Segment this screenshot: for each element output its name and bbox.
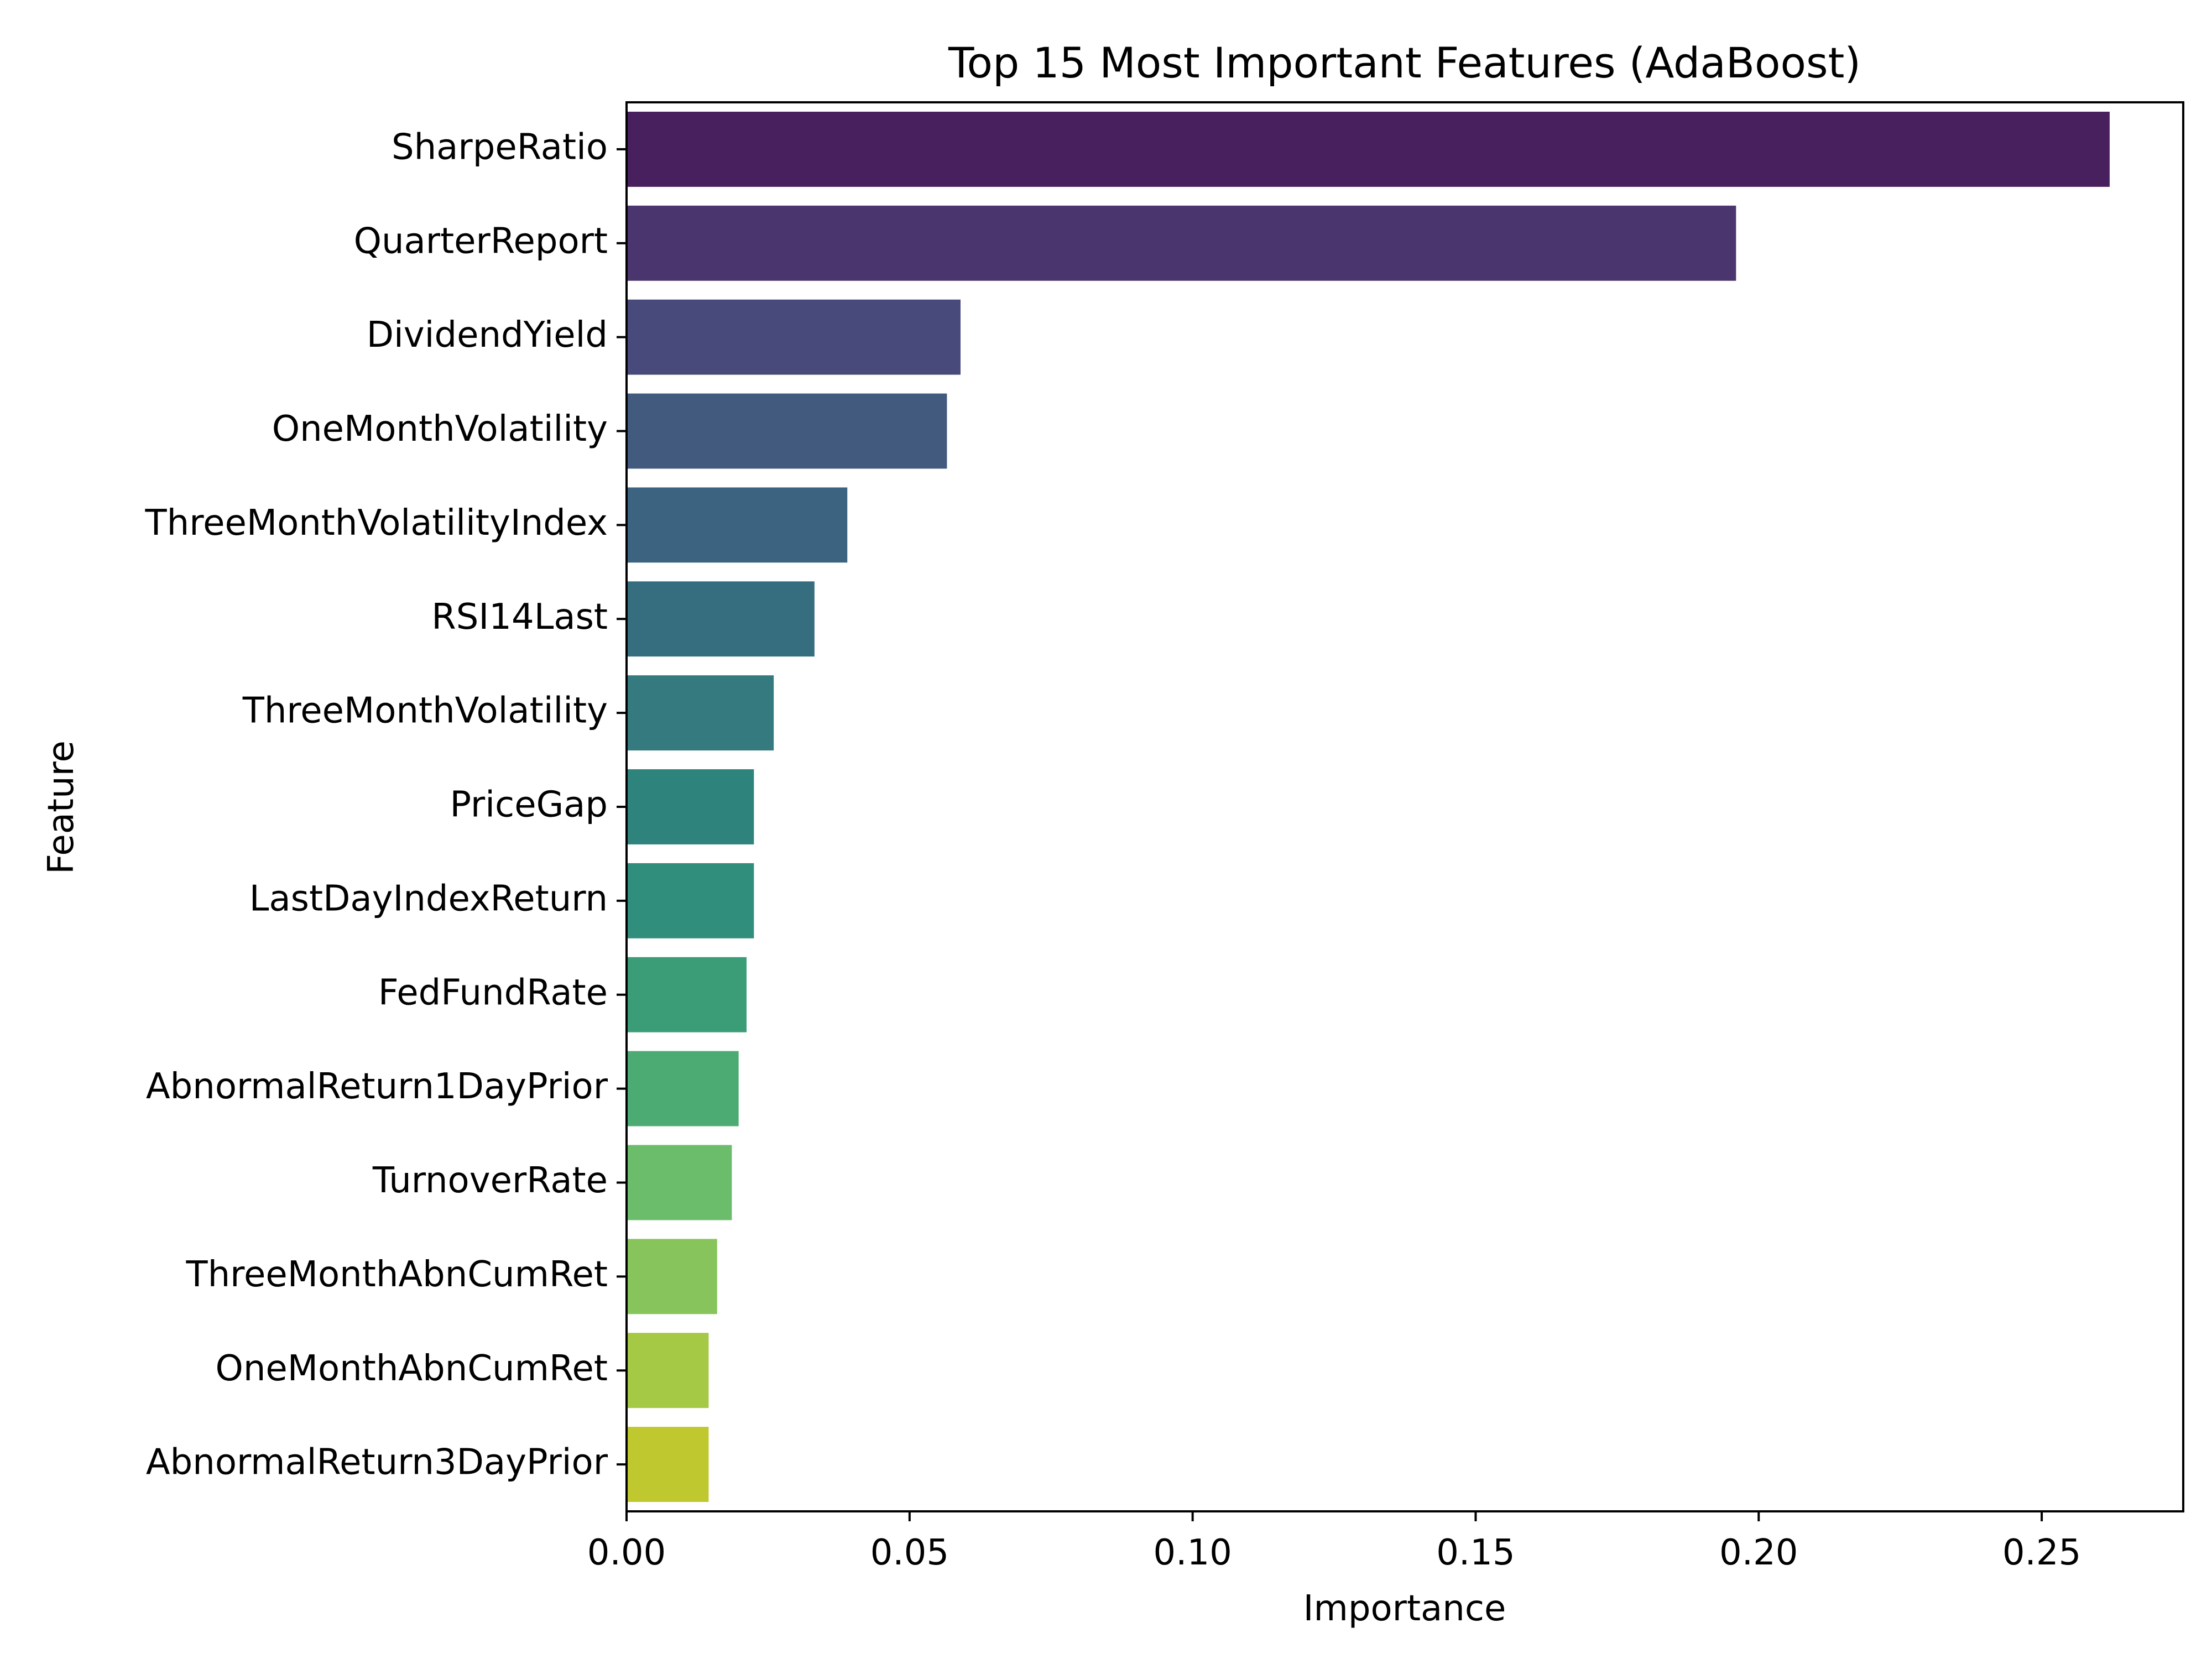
y-tick-label: OneMonthVolatility bbox=[272, 409, 608, 450]
x-axis-label: Importance bbox=[1303, 1588, 1506, 1629]
bar-TurnoverRate bbox=[627, 1145, 732, 1220]
y-tick-label: QuarterReport bbox=[354, 221, 608, 262]
y-tick-label: AbnormalReturn1DayPrior bbox=[146, 1066, 608, 1107]
x-tick-layer: 0.00 0.05 0.10 0.15 0.20 0.25 bbox=[587, 1511, 2081, 1573]
bar-ThreeMonthAbnCumRet bbox=[627, 1239, 717, 1314]
y-tick-label: ThreeMonthAbnCumRet bbox=[185, 1254, 608, 1295]
y-tick-label: ThreeMonthVolatilityIndex bbox=[145, 503, 608, 544]
x-tick-label: 0.10 bbox=[1153, 1532, 1232, 1573]
y-tick-label: DividendYield bbox=[367, 315, 608, 356]
y-tick-label: OneMonthAbnCumRet bbox=[215, 1348, 608, 1389]
y-tick-label: LastDayIndexReturn bbox=[249, 878, 608, 919]
y-axis-label: Feature bbox=[41, 740, 82, 874]
bar-LastDayIndexReturn bbox=[627, 863, 754, 938]
bar-OneMonthVolatility bbox=[627, 393, 947, 469]
x-tick-label: 0.15 bbox=[1436, 1532, 1515, 1573]
y-tick-layer: SharpeRatio QuarterReport DividendYield One… bbox=[145, 127, 627, 1483]
y-tick-label: ThreeMonthVolatility bbox=[242, 691, 608, 732]
bar-SharpeRatio bbox=[627, 111, 2110, 187]
bar-ThreeMonthVolatilityIndex bbox=[627, 487, 848, 563]
x-tick-label: 0.20 bbox=[1719, 1532, 1798, 1573]
bar-FedFundRate bbox=[627, 957, 747, 1032]
bar-DividendYield bbox=[627, 299, 961, 375]
bar-ThreeMonthVolatility bbox=[627, 675, 774, 751]
y-tick-label: TurnoverRate bbox=[372, 1160, 608, 1201]
y-tick-label: SharpeRatio bbox=[392, 127, 608, 168]
y-tick-label: FedFundRate bbox=[378, 972, 608, 1013]
bar-PriceGap bbox=[627, 769, 754, 844]
bar-QuarterReport bbox=[627, 205, 1736, 281]
plot-frame bbox=[625, 101, 2184, 1512]
bars-layer bbox=[627, 111, 2110, 1503]
bar-OneMonthAbnCumRet bbox=[627, 1333, 709, 1408]
chart-title: Top 15 Most Important Features (AdaBoost… bbox=[948, 38, 1861, 87]
x-tick-label: 0.05 bbox=[870, 1532, 950, 1573]
bar-AbnormalReturn3DayPrior bbox=[627, 1427, 709, 1503]
y-tick-label: PriceGap bbox=[450, 785, 608, 826]
x-tick-label: 0.00 bbox=[587, 1532, 666, 1573]
x-tick-label: 0.25 bbox=[2002, 1532, 2081, 1573]
y-tick-label: AbnormalReturn3DayPrior bbox=[146, 1442, 608, 1483]
bar-AbnormalReturn1DayPrior bbox=[627, 1051, 739, 1126]
bar-RSI14Last bbox=[627, 581, 815, 657]
y-tick-label: RSI14Last bbox=[431, 597, 608, 638]
